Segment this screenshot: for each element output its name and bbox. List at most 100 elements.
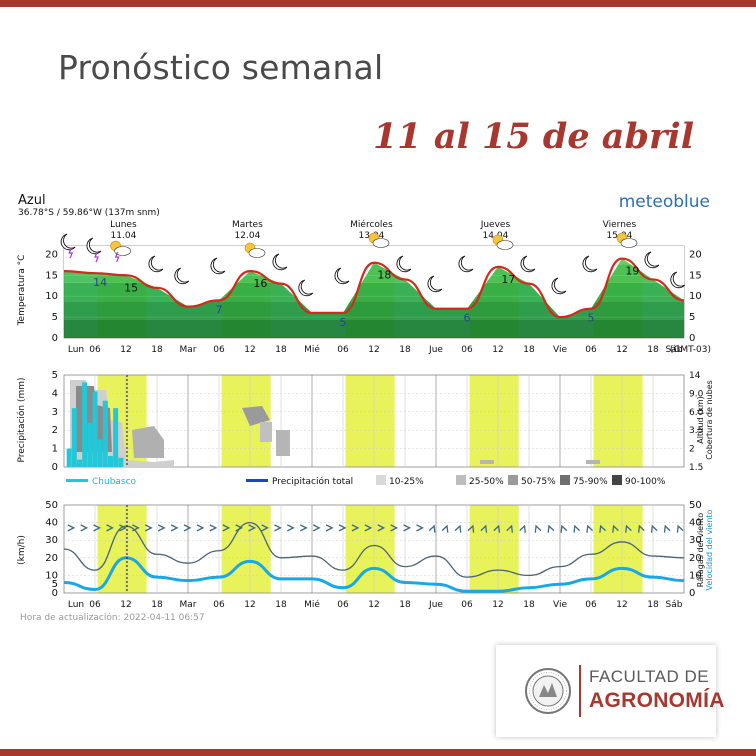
wind-arrow-head xyxy=(612,524,619,533)
cloud-cover-blob xyxy=(276,430,290,456)
wind-arrow-head xyxy=(235,524,244,532)
moon-icon xyxy=(210,257,226,275)
precip-right-tick: 6.0 xyxy=(689,408,704,418)
wind-direction-arrow xyxy=(299,524,308,532)
legend-label: 50-75% xyxy=(521,477,556,487)
wind-direction-arrow xyxy=(676,524,684,533)
x-tick-label: 12 xyxy=(120,345,131,355)
wind-arrow-head xyxy=(534,524,542,533)
wind-arrow-head xyxy=(519,524,526,533)
wind-direction-arrow xyxy=(637,524,645,533)
logo-divider xyxy=(579,665,581,717)
legend-swatch xyxy=(246,479,268,482)
x-tick-label: 18 xyxy=(275,345,287,355)
precip-ytick: 2 xyxy=(52,425,58,436)
moon-icon xyxy=(520,255,536,273)
x-tick-label: Mié xyxy=(304,344,320,355)
wind-direction-arrow xyxy=(493,524,501,533)
temp-value-label: 6 xyxy=(464,312,471,325)
x-tick-label: 06 xyxy=(461,345,473,355)
cloud-icon xyxy=(114,246,131,256)
wind-arrow-head xyxy=(493,524,501,533)
wind-direction-arrow xyxy=(403,524,412,532)
wind-arrow-head xyxy=(637,524,645,533)
shower-bar xyxy=(102,400,108,467)
cloud-cover-blob xyxy=(586,460,600,464)
wind-direction-arrow xyxy=(547,524,555,533)
shower-bar xyxy=(71,408,77,467)
wind-direction-arrow xyxy=(534,524,542,533)
x-tick-label: 06 xyxy=(461,600,473,610)
temp-ytick: 20 xyxy=(45,249,58,260)
wind-arrow-head xyxy=(441,524,449,533)
wind-direction-arrow xyxy=(93,524,102,532)
legend-label: Chubasco xyxy=(92,477,137,487)
top-accent-band xyxy=(0,0,756,7)
temp-value-label: 19 xyxy=(625,265,639,278)
wind-arrow-head xyxy=(351,524,360,532)
temp-ytick: 0 xyxy=(52,333,58,344)
x-tick-label: 12 xyxy=(492,600,503,610)
legend-swatch xyxy=(612,475,622,485)
wind-arrow-head xyxy=(390,524,399,532)
logo-line-1: FACULTAD DE xyxy=(589,667,710,686)
wind-direction-arrow xyxy=(506,524,514,533)
wind-direction-arrow xyxy=(312,524,321,532)
wind-ytick: 5 xyxy=(52,579,58,590)
wind-arrow-head xyxy=(67,524,76,532)
legend-swatch xyxy=(560,475,570,485)
wind-arrow-head xyxy=(274,524,282,532)
wind-direction-arrow xyxy=(183,524,192,532)
wind-direction-arrow xyxy=(519,524,526,533)
x-tick-label: 18 xyxy=(523,600,535,610)
wind-direction-arrow xyxy=(106,524,114,532)
cloud-icon xyxy=(372,238,390,248)
wind-arrow-head xyxy=(261,524,269,532)
wind-right-tick: 40 xyxy=(689,518,702,529)
day-header-name: Martes xyxy=(232,220,263,230)
x-tick-label: 06 xyxy=(585,345,597,355)
cloud-cover-blob xyxy=(132,426,164,458)
wind-arrow-head xyxy=(377,524,386,532)
wind-arrow-head xyxy=(325,524,334,532)
moon-icon xyxy=(86,237,102,255)
shower-bar xyxy=(82,382,88,467)
shower-bar xyxy=(118,457,124,467)
temp-ytick-right: 10 xyxy=(689,291,702,302)
temp-fill-band xyxy=(64,301,684,320)
precip-right-tick: 2 xyxy=(689,445,695,455)
wind-arrow-head xyxy=(454,524,462,533)
bottom-accent-band xyxy=(0,749,756,756)
legend-swatch xyxy=(376,475,386,485)
wind-direction-arrow xyxy=(599,524,606,533)
wind-arrow-head xyxy=(625,524,632,533)
wind-direction-arrow xyxy=(454,524,462,533)
wind-right-tick: 50 xyxy=(689,500,702,511)
precipitation-panel: 0 1 2 3 4 5 1.5 2 3.5 6.0 9.0 14 Precipitación (mm… xyxy=(16,370,714,473)
timezone-label: (GMT-03) xyxy=(670,345,711,355)
wind-direction-arrow xyxy=(222,524,231,532)
thunder-icon xyxy=(94,251,99,263)
x-tick-label: 06 xyxy=(213,345,225,355)
x-tick-label: Jue xyxy=(428,345,443,355)
precip-ytick: 1 xyxy=(52,444,58,455)
moon-icon xyxy=(644,251,660,269)
temp-value-label: 5 xyxy=(588,312,595,325)
thunder-icon xyxy=(68,247,74,259)
wind-direction-arrow xyxy=(248,524,257,532)
moon-icon xyxy=(174,267,190,285)
cloud-cover-blob xyxy=(480,460,494,464)
wind-arrow-head xyxy=(106,524,114,532)
temperature-panel: 14 15 7 16 5 18 6 17 5 19 0 0 5 5 10 10 15 15 20 20 Temper… xyxy=(17,232,702,344)
wind-direction-arrow xyxy=(80,524,89,532)
moon-icon xyxy=(551,277,567,295)
x-tick-label: 12 xyxy=(368,345,379,355)
wind-speed-line xyxy=(63,556,685,593)
wind-direction-arrow xyxy=(480,524,488,533)
meteoblue-logo: meteoblue xyxy=(619,192,710,212)
x-tick-label: Vie xyxy=(553,345,567,355)
shower-bar xyxy=(108,455,113,467)
wind-direction-arrow xyxy=(573,524,581,533)
temp-value-label: 17 xyxy=(501,273,515,286)
legend-label: 90-100% xyxy=(625,477,666,487)
